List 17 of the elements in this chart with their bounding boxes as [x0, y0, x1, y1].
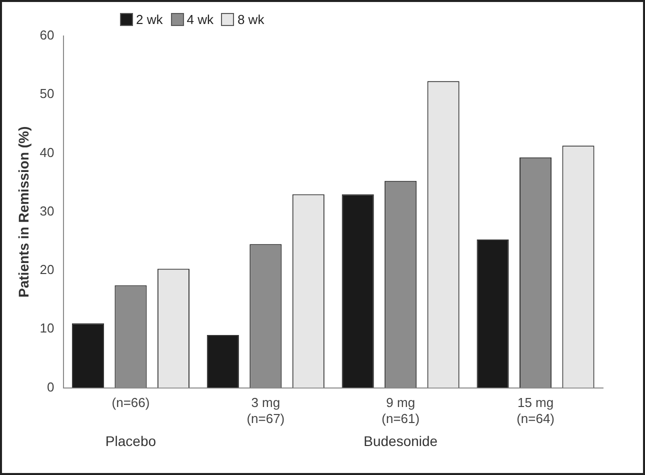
- y-axis-title: Patients in Remission (%): [15, 126, 32, 298]
- x-tick-label: 15 mg (n=64): [516, 395, 555, 426]
- legend-label: 2 wk: [136, 12, 163, 27]
- y-tick-label: 50: [40, 86, 54, 102]
- x-tick-label: (n=66): [112, 395, 150, 410]
- y-tick-label: 20: [40, 262, 54, 278]
- y-tick-label: 60: [40, 28, 54, 43]
- legend-label: 8 wk: [237, 12, 264, 27]
- text: Placebo: [105, 432, 156, 449]
- legend-label: 4 wk: [186, 12, 214, 27]
- y-tick-label: 40: [40, 144, 54, 160]
- y-tick-label: 10: [40, 320, 54, 336]
- x-tick-label: 9 mg (n=61): [382, 395, 420, 426]
- y-tick-label: 30: [40, 203, 54, 218]
- text: Budesonide: [364, 432, 438, 449]
- x-tick-label: 3 mg (n=67): [246, 395, 285, 426]
- y-tick-label: 0: [47, 379, 54, 394]
